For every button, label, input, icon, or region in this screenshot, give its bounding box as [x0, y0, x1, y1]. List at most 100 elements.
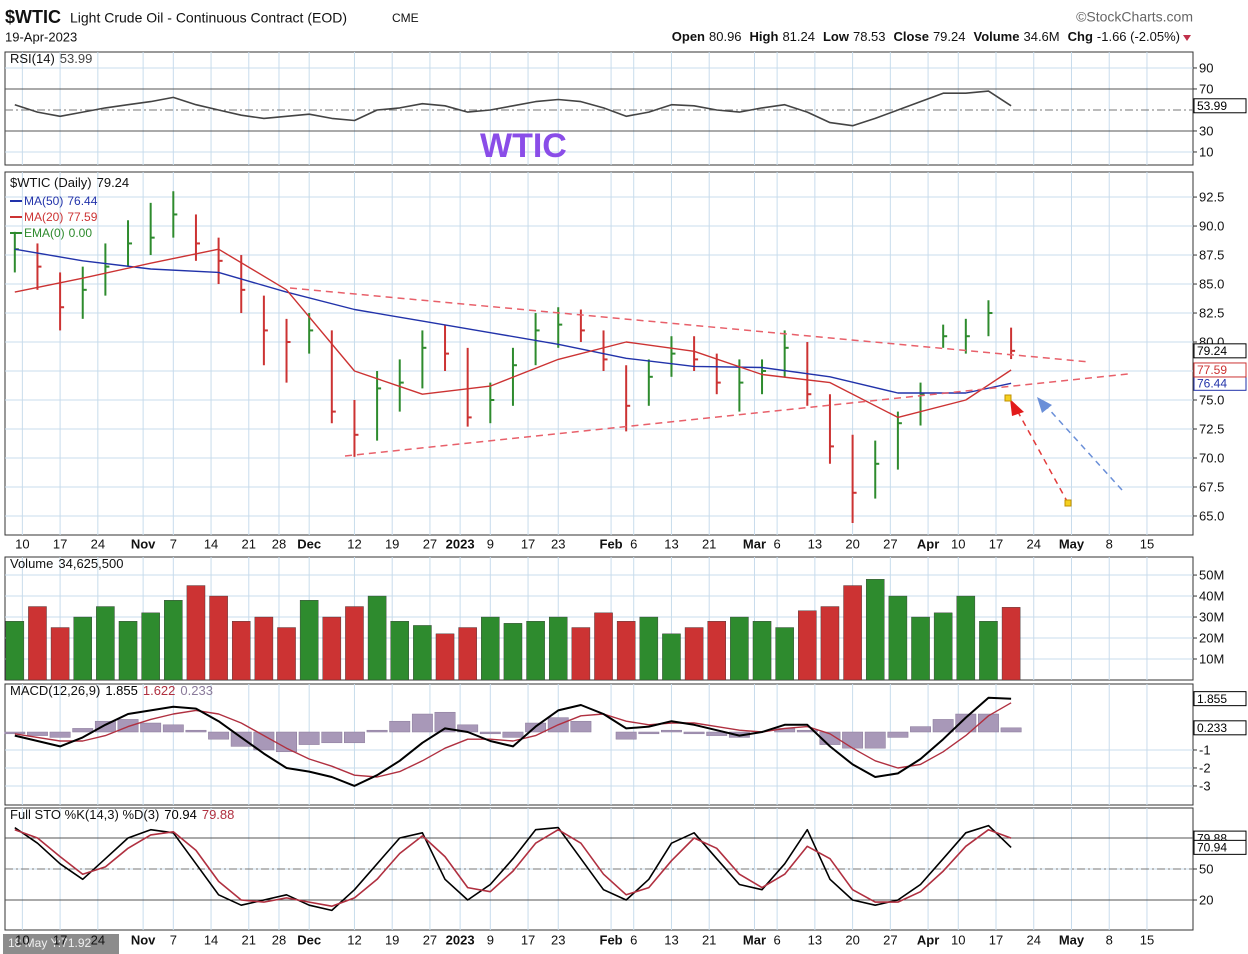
- volume-bar: [322, 616, 342, 681]
- volume-bar: [888, 595, 908, 681]
- volume-bar: [571, 627, 591, 681]
- volume-bar: [503, 623, 523, 681]
- x-tick-label: 24: [91, 536, 105, 551]
- x-tick-label: 24: [91, 932, 105, 947]
- x-tick-label: Mar: [743, 932, 766, 947]
- y-tick-label: 72.5: [1199, 421, 1224, 436]
- legend-title: RSI(14): [10, 51, 55, 66]
- volume-bar: [367, 595, 387, 681]
- y-tick-label: 30: [1199, 123, 1213, 138]
- date: 19-Apr-2023: [5, 29, 77, 44]
- x-tick-label: 21: [702, 932, 716, 947]
- trendline-upper: [289, 287, 1091, 363]
- value-box-label: 0.233: [1197, 721, 1227, 735]
- x-tick-label: 17: [521, 536, 535, 551]
- x-tick-label: Apr: [917, 536, 939, 551]
- y-tick-label: 20M: [1199, 630, 1224, 645]
- legend-value: 34,625,500: [58, 556, 123, 571]
- legend-entry: MA(20) 77.59: [24, 210, 98, 224]
- volume-bar: [141, 612, 160, 681]
- marker-yellow: [1064, 499, 1072, 507]
- volume-bar: [594, 612, 613, 681]
- volume-bar: [345, 606, 364, 681]
- histogram-bar: [706, 731, 728, 736]
- histogram-bar: [932, 719, 954, 733]
- legend: Full STO %K(14,3) %D(3) 70.94 79.88: [10, 807, 234, 822]
- value-box-label: 1.855: [1197, 692, 1227, 706]
- x-tick-label: Nov: [131, 536, 156, 551]
- histogram-bar: [4, 731, 26, 735]
- value-box: [1193, 343, 1247, 359]
- y-tick-label: 67.5: [1199, 479, 1224, 494]
- volume-bar: [28, 606, 47, 681]
- volume-bar: [820, 606, 840, 681]
- volume-bar: [390, 621, 409, 681]
- legend-value: 79.24: [97, 175, 130, 190]
- x-tick-label: 21: [242, 536, 256, 551]
- x-tick-label: Feb: [600, 932, 623, 947]
- legend: Volume 34,625,500: [10, 556, 123, 571]
- arrowhead-red: [1010, 399, 1024, 416]
- value-box-label: 79.24: [1197, 344, 1227, 358]
- moving-average: [14, 248, 1012, 394]
- volume-bar: [118, 621, 138, 681]
- volume-bar: [684, 627, 704, 681]
- x-tick-label: Dec: [297, 932, 321, 947]
- histogram-bar: [162, 724, 184, 733]
- symbol: $WTIC: [5, 7, 61, 27]
- y-tick-label: 65.0: [1199, 508, 1224, 523]
- x-tick-label: Feb: [600, 536, 623, 551]
- line: [14, 90, 1012, 127]
- histogram-bar: [1000, 727, 1022, 733]
- volume-bar: [254, 616, 274, 681]
- volume-bar: [277, 627, 296, 681]
- volume-bar: [956, 595, 976, 681]
- x-tick-label: 10: [15, 536, 29, 551]
- histogram-bar: [344, 731, 365, 744]
- legend-value: 1.855: [105, 683, 138, 698]
- volume-bar: [752, 621, 772, 681]
- legend-name: MA(20): [24, 210, 63, 224]
- value-box: [1193, 691, 1247, 707]
- volume-bar: [5, 621, 25, 681]
- down-triangle: [1183, 35, 1191, 41]
- quote-value: 79.24: [933, 29, 966, 44]
- x-tick-label: 14: [204, 536, 218, 551]
- x-tick-label: 10: [15, 932, 29, 947]
- y-tick-label: 87.5: [1199, 247, 1224, 262]
- x-tick-label: Mar: [743, 536, 766, 551]
- value-box-label: 76.44: [1197, 376, 1227, 390]
- histogram-bar: [72, 728, 94, 733]
- value-box: [1193, 720, 1247, 736]
- x-tick-label: 13: [664, 932, 678, 947]
- histogram-bar: [638, 731, 660, 735]
- histogram-bar: [796, 729, 818, 733]
- marks-layer: [4, 90, 1022, 912]
- legend-value: 70.94: [164, 807, 197, 822]
- x-tick-label: 21: [242, 932, 256, 947]
- x-tick-label: 10: [951, 536, 965, 551]
- volume-bar: [775, 627, 794, 681]
- volume-bar: [979, 621, 998, 681]
- x-tick-label: 7: [170, 536, 177, 551]
- y-tick-label: 10: [1199, 144, 1213, 159]
- x-tick-label: 12: [347, 932, 361, 947]
- y-tick-label: -2: [1199, 760, 1211, 775]
- histogram-bar: [140, 722, 162, 733]
- y-tick-label: 75.0: [1199, 392, 1224, 407]
- legend-name: MA(50): [24, 194, 63, 208]
- histogram-bar: [955, 713, 977, 733]
- legend: $WTIC (Daily) 79.24: [10, 175, 129, 190]
- x-tick-label: 17: [989, 536, 1003, 551]
- legend-entry: EMA(0) 0.00: [24, 226, 92, 240]
- y-tick-label: 50M: [1199, 567, 1224, 582]
- y-tick-label: -3: [1199, 778, 1211, 793]
- quote-value: 34.6M: [1023, 29, 1059, 44]
- quote-label: Low: [823, 29, 850, 44]
- y-tick-label: 90.0: [1199, 218, 1224, 233]
- value-box-label: 53.99: [1197, 99, 1227, 113]
- volume-bar: [548, 616, 568, 681]
- volume-bar: [209, 595, 228, 681]
- x-tick-label: May: [1059, 536, 1085, 551]
